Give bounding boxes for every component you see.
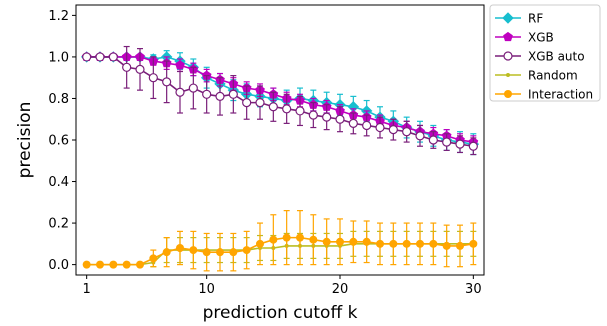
marker-circle xyxy=(322,237,331,246)
axes-layer: 1 10 20 30 0.0 0.2 0.4 0.6 0.8 1.0 1.2 xyxy=(48,9,481,297)
y-tick-label: 0.6 xyxy=(48,134,69,149)
marker-pentagon xyxy=(175,60,185,70)
marker-dot xyxy=(506,73,510,77)
series-line xyxy=(86,243,474,266)
marker-circle xyxy=(362,237,371,246)
marker-circle xyxy=(96,260,104,269)
y-tick-label: 0.8 xyxy=(48,92,69,107)
marker-open-circle xyxy=(295,106,305,116)
marker-open-circle xyxy=(503,51,513,61)
marker-open-circle xyxy=(228,89,238,99)
x-tick-label: 20 xyxy=(332,282,349,297)
marker-circle xyxy=(82,260,91,269)
marker-circle xyxy=(376,239,384,248)
marker-circle xyxy=(269,235,278,244)
x-tick-label: 10 xyxy=(198,282,215,297)
legend-label: RF xyxy=(528,12,543,26)
marker-circle xyxy=(202,248,211,257)
marker-open-circle xyxy=(402,127,412,137)
marker-circle xyxy=(469,239,478,248)
marker-open-circle xyxy=(82,52,92,62)
marker-open-circle xyxy=(162,77,172,87)
legend-label: Random xyxy=(528,69,578,83)
marker-circle xyxy=(349,237,358,246)
marker-circle xyxy=(456,241,464,250)
y-tick-label: 0.4 xyxy=(48,175,69,190)
y-axis-label: precision xyxy=(15,102,35,179)
marker-circle xyxy=(149,254,158,263)
legend: RF XGB XGB auto Random Interaction xyxy=(489,4,601,102)
marker-circle xyxy=(242,246,251,255)
marker-open-circle xyxy=(255,98,265,108)
marker-open-circle xyxy=(455,139,465,149)
marker-circle xyxy=(442,241,451,250)
legend-label: XGB auto xyxy=(528,50,585,64)
marker-open-circle xyxy=(348,118,358,128)
marker-open-circle xyxy=(268,102,278,112)
marker-open-circle xyxy=(215,91,225,101)
y-tick-label: 1.0 xyxy=(48,50,69,65)
marker-open-circle xyxy=(175,87,185,97)
x-axis-label: prediction cutoff k xyxy=(203,303,358,323)
x-tick-label: 30 xyxy=(465,282,482,297)
marker-circle xyxy=(389,239,398,248)
marker-open-circle xyxy=(375,122,385,133)
marker-open-circle xyxy=(188,83,198,93)
y-tick-label: 0.0 xyxy=(48,258,69,273)
marker-circle xyxy=(216,248,224,257)
marker-circle xyxy=(282,233,291,242)
marker-open-circle xyxy=(95,52,105,62)
marker-open-circle xyxy=(442,137,452,147)
marker-circle xyxy=(136,260,144,269)
x-tick-label: 1 xyxy=(83,282,91,297)
marker-circle xyxy=(122,260,131,269)
marker-open-circle xyxy=(122,62,132,72)
marker-circle xyxy=(296,233,304,242)
legend-frame xyxy=(489,4,601,102)
marker-circle xyxy=(229,248,238,257)
marker-open-circle xyxy=(108,52,118,62)
marker-open-circle xyxy=(362,120,372,131)
marker-open-circle xyxy=(202,89,212,99)
marker-open-circle xyxy=(415,131,425,141)
marker-circle xyxy=(336,237,344,246)
marker-open-circle xyxy=(135,64,145,74)
marker-open-circle xyxy=(388,125,398,135)
series-layer xyxy=(80,45,480,272)
series-random xyxy=(84,230,477,268)
series-line xyxy=(86,56,474,148)
marker-circle xyxy=(429,239,438,248)
series-interaction xyxy=(82,210,478,272)
marker-circle xyxy=(309,235,318,244)
marker-open-circle xyxy=(335,114,345,124)
marker-open-circle xyxy=(468,141,478,151)
marker-circle xyxy=(402,239,411,248)
plot-frame xyxy=(75,4,485,276)
marker-circle xyxy=(416,239,424,248)
marker-circle xyxy=(162,248,171,257)
marker-open-circle xyxy=(242,98,252,108)
marker-open-circle xyxy=(308,110,318,120)
marker-open-circle xyxy=(282,104,292,114)
y-tick-label: 1.2 xyxy=(48,9,69,24)
marker-diamond xyxy=(502,12,514,24)
series-line xyxy=(86,236,474,266)
marker-circle xyxy=(189,246,198,255)
marker-open-circle xyxy=(322,112,332,122)
y-tick-label: 0.2 xyxy=(48,217,69,232)
marker-circle xyxy=(109,260,118,269)
series-xgb-auto xyxy=(82,45,478,156)
marker-open-circle xyxy=(428,135,438,145)
legend-label: XGB xyxy=(528,31,554,45)
marker-circle xyxy=(256,239,264,248)
legend-label: Interaction xyxy=(528,88,593,102)
marker-open-circle xyxy=(148,73,158,83)
marker-pentagon xyxy=(503,31,513,42)
marker-circle xyxy=(504,90,512,98)
marker-circle xyxy=(176,244,184,252)
